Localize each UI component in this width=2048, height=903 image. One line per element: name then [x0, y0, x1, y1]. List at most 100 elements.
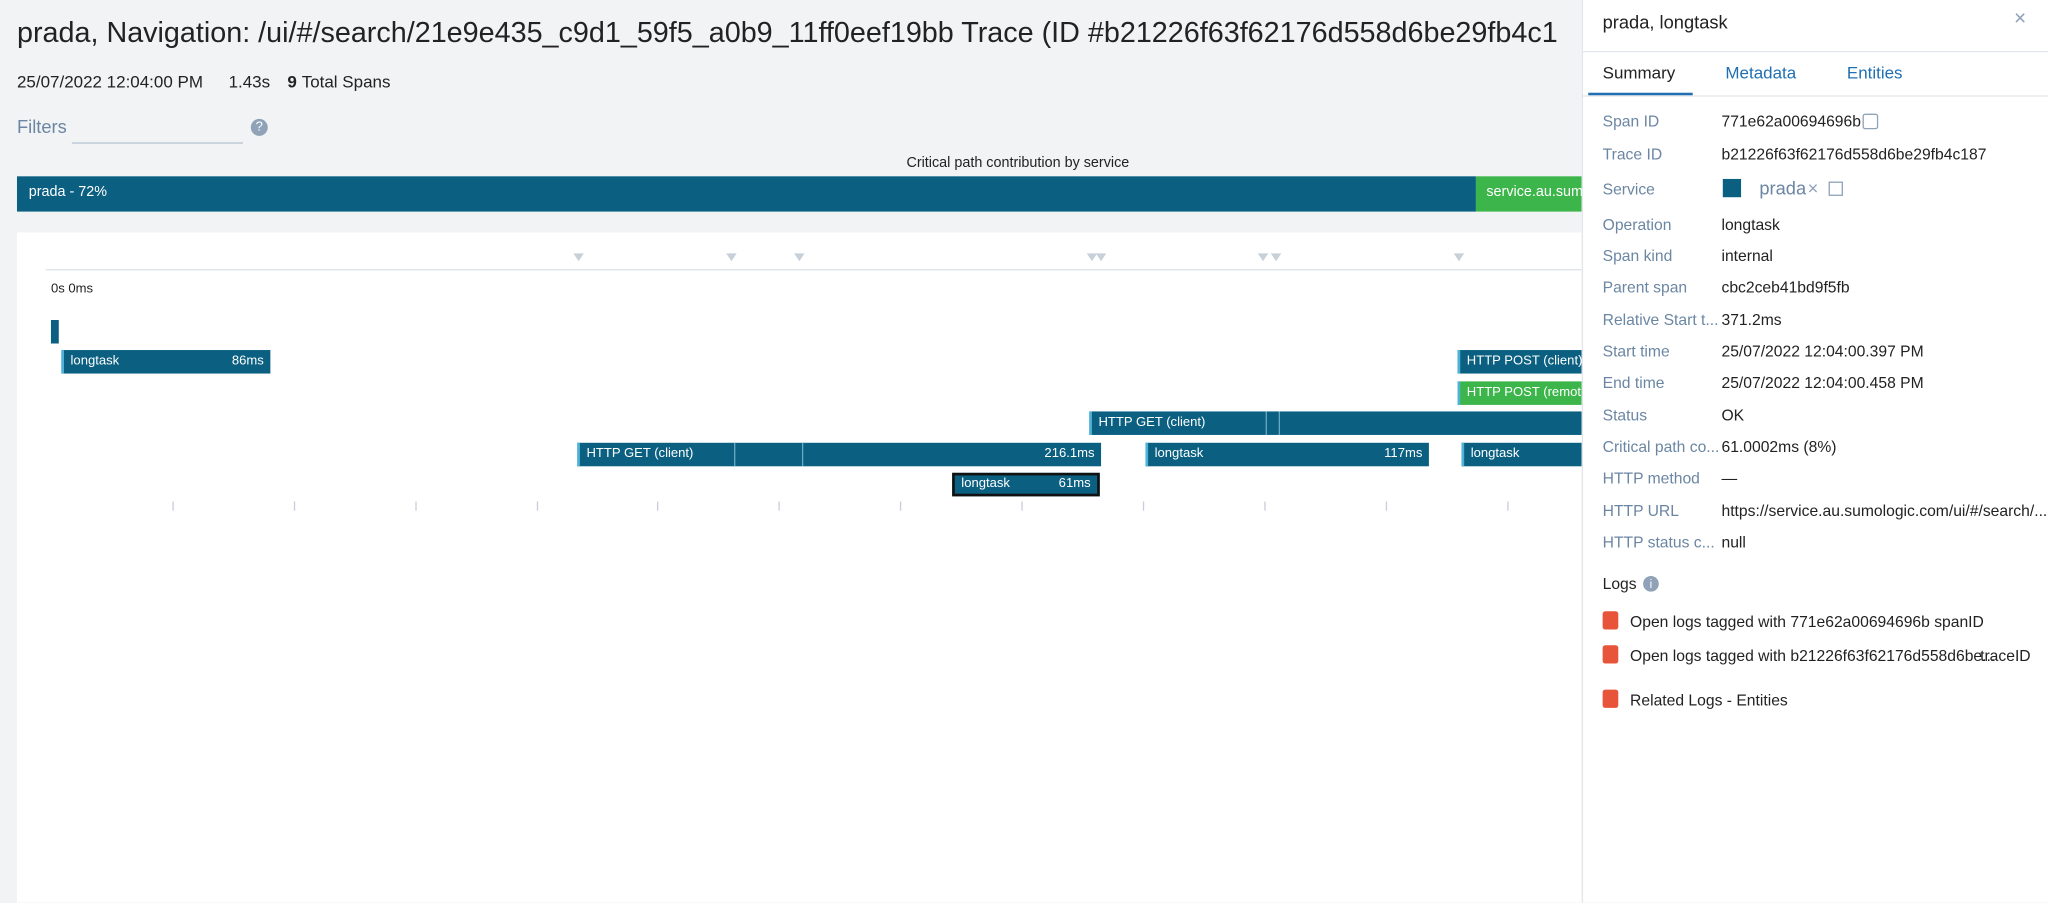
axis-tick	[1142, 501, 1145, 511]
timeline-axis	[45, 269, 1582, 271]
field-label: HTTP status c...	[1602, 532, 1715, 552]
span-label: longtask	[1154, 446, 1204, 462]
logs-title: Logs	[1602, 574, 1637, 593]
span-count-label: Total Spans	[301, 71, 391, 92]
field-value: 61.0002ms (8%)	[1721, 437, 1837, 456]
segment-label: prada - 72%	[28, 184, 108, 200]
critical-segment[interactable]: prada - 72%	[16, 176, 1476, 212]
field-label: Critical path co...	[1602, 437, 1720, 456]
marker	[1095, 253, 1107, 262]
service-swatch	[1722, 178, 1742, 198]
field-value: —	[1721, 468, 1738, 488]
field-label: Span ID	[1602, 112, 1660, 131]
trace-date: 25/07/2022 12:04:00 PM	[16, 71, 203, 92]
axis-tick	[172, 501, 174, 511]
span-divider	[1265, 411, 1267, 435]
close-button[interactable]: ×	[2014, 7, 2027, 31]
trace-title: prada, Navigation: /ui/#/search/21e9e435…	[16, 15, 1558, 49]
marker	[794, 253, 805, 262]
field-label: Relative Start t...	[1602, 310, 1719, 330]
span-bar[interactable]: HTTP GET (client)	[1089, 411, 1582, 435]
divider	[1583, 50, 2048, 53]
span-count: 9	[287, 71, 297, 92]
span-bar[interactable]: HTTP POST (remote)	[1457, 381, 1582, 405]
span-duration: 216.1ms	[1044, 446, 1095, 462]
log-suffix: traceID	[1980, 646, 2031, 665]
remove-icon[interactable]: ×	[1807, 177, 1819, 199]
marker	[1257, 253, 1269, 262]
field-value: 25/07/2022 12:04:00.458 PM	[1721, 373, 1924, 392]
field-value: cbc2ceb41bd9f5fb	[1721, 278, 1850, 297]
span-divider	[734, 442, 736, 467]
trace-duration: 1.43s	[228, 71, 271, 92]
copy-icon[interactable]	[1862, 113, 1879, 130]
span-duration: 86ms	[231, 353, 264, 369]
span-bar[interactable]: HTTP POST (client)	[1457, 350, 1582, 374]
timeline-start: 0s 0ms	[50, 282, 94, 297]
field-value: internal	[1721, 246, 1773, 266]
axis-tick	[293, 501, 296, 511]
field-label: Status	[1602, 406, 1648, 425]
marker	[1270, 253, 1282, 262]
field-value: b21226f63f62176d558d6be29fb4c187	[1721, 144, 1987, 164]
tab[interactable]: Entities	[1846, 62, 1903, 83]
span-label: HTTP POST (remote)	[1466, 385, 1582, 400]
span-divider	[1278, 411, 1281, 435]
field-label: Operation	[1602, 215, 1672, 234]
field-value: https://service.au.sumologic.com/ui/#/se…	[1721, 501, 2048, 520]
filter-input[interactable]	[71, 142, 243, 144]
axis-tick	[778, 501, 780, 511]
details-panel: prada, longtask × Summary Metadata Entit…	[1581, 0, 2048, 903]
span-duration: 61ms	[1058, 476, 1091, 492]
axis-tick	[656, 501, 659, 511]
field-label: Start time	[1602, 342, 1670, 361]
span-label: HTTP GET (client)	[586, 446, 694, 462]
info-icon[interactable]: i	[1643, 576, 1659, 592]
span-label: HTTP GET (client)	[1098, 415, 1206, 430]
span-bar[interactable]	[50, 320, 59, 344]
log-icon	[1602, 689, 1619, 708]
log-link[interactable]: Related Logs - Entities	[1630, 690, 1788, 710]
axis-tick	[1507, 501, 1509, 511]
span-label: longtask	[961, 476, 1010, 492]
segment-label: service.au.sum	[1486, 184, 1582, 200]
tab-underline	[1588, 92, 1693, 96]
critical-path-title: Critical path contribution by service	[906, 155, 1130, 172]
marker	[1086, 253, 1098, 262]
axis-tick	[1021, 501, 1023, 511]
tab[interactable]: Summary	[1602, 62, 1676, 83]
axis-tick	[899, 501, 902, 511]
log-icon	[1602, 645, 1619, 664]
marker	[1453, 253, 1465, 262]
timeline: 0s 0ms longtask 86ms HTTP POST (client) HTT…	[16, 232, 1582, 903]
span-label: longtask	[1470, 446, 1520, 462]
critical-segment[interactable]: service.au.sum	[1475, 176, 1582, 212]
field-label: Trace ID	[1602, 144, 1663, 164]
span-label: HTTP POST (client)	[1466, 353, 1582, 369]
span-bar[interactable]: longtask 117ms	[1145, 442, 1429, 467]
span-bar[interactable]: longtask	[1461, 442, 1582, 467]
axis-tick	[536, 501, 539, 511]
axis-tick	[1264, 501, 1266, 511]
field-label: Service	[1602, 180, 1655, 199]
field-value[interactable]: prada	[1759, 177, 1807, 199]
span-bar[interactable]: HTTP GET (client) 216.1ms	[577, 442, 1102, 467]
marker	[726, 253, 737, 262]
log-link[interactable]: Open logs tagged with b21226f63f62176d55…	[1630, 646, 1996, 665]
span-bar[interactable]: longtask 86ms	[61, 350, 271, 374]
field-label: Span kind	[1602, 246, 1673, 266]
edit-icon[interactable]	[1828, 181, 1843, 196]
axis-tick	[415, 501, 417, 511]
filters-label: Filters	[16, 116, 67, 138]
panel-title: prada, longtask	[1602, 11, 1728, 33]
field-label: HTTP method	[1602, 468, 1700, 488]
field-value: null	[1721, 532, 1746, 552]
help-icon[interactable]: ?	[250, 118, 268, 136]
log-link[interactable]: Open logs tagged with 771e62a00694696b s…	[1630, 612, 1984, 631]
span-duration: 117ms	[1384, 446, 1423, 462]
span-label: longtask	[70, 353, 120, 369]
span-bar[interactable]: longtask 61ms	[952, 472, 1100, 497]
tab[interactable]: Metadata	[1725, 62, 1797, 83]
axis-tick	[1385, 501, 1388, 511]
field-value: 25/07/2022 12:04:00.397 PM	[1721, 342, 1924, 361]
